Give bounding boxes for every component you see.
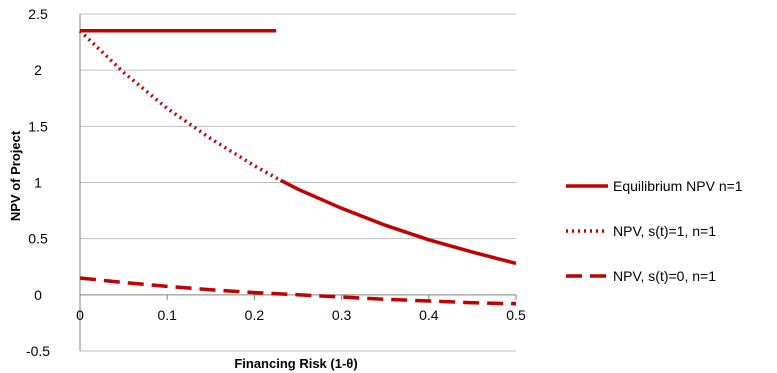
y-tick-label: 1.5 [28,118,48,134]
gridlines [80,13,516,352]
legend-label: NPV, s(t)=1, n=1 [613,223,716,239]
x-tick-label: 0.4 [419,307,439,323]
x-tick-label: 0 [76,307,84,323]
y-tick-label: 0.5 [28,231,48,247]
series-line-3 [79,276,517,306]
x-tick-label: 0.3 [332,307,352,323]
x-tick-labels: 0 0.1 0.2 0.3 0.4 0.5 [76,294,526,323]
series-line-1 [78,29,282,182]
x-tick-label: 0.1 [157,307,177,323]
legend: Equilibrium NPV n=1 NPV, s(t)=1, n=1 NPV, … [566,178,743,284]
y-tick-label: 2 [34,62,42,78]
legend-label: Equilibrium NPV n=1 [613,178,743,194]
y-tick-labels: -0.5 0 0.5 1 1.5 2 2.5 [26,6,50,359]
x-tick-label: 0.5 [506,307,526,323]
y-tick-label: 2.5 [28,6,48,22]
y-tick-label: -0.5 [26,343,50,359]
series-lines [78,29,517,306]
y-tick-label: 0 [34,287,42,303]
y-axis-title: NPV of Project [8,130,23,221]
x-axis-title: Financing Risk (1-θ) [234,356,357,371]
series-line-2 [279,178,517,266]
y-tick-label: 1 [34,175,42,191]
x-tick-label: 0.2 [245,307,265,323]
legend-label: NPV, s(t)=0, n=1 [613,268,716,284]
